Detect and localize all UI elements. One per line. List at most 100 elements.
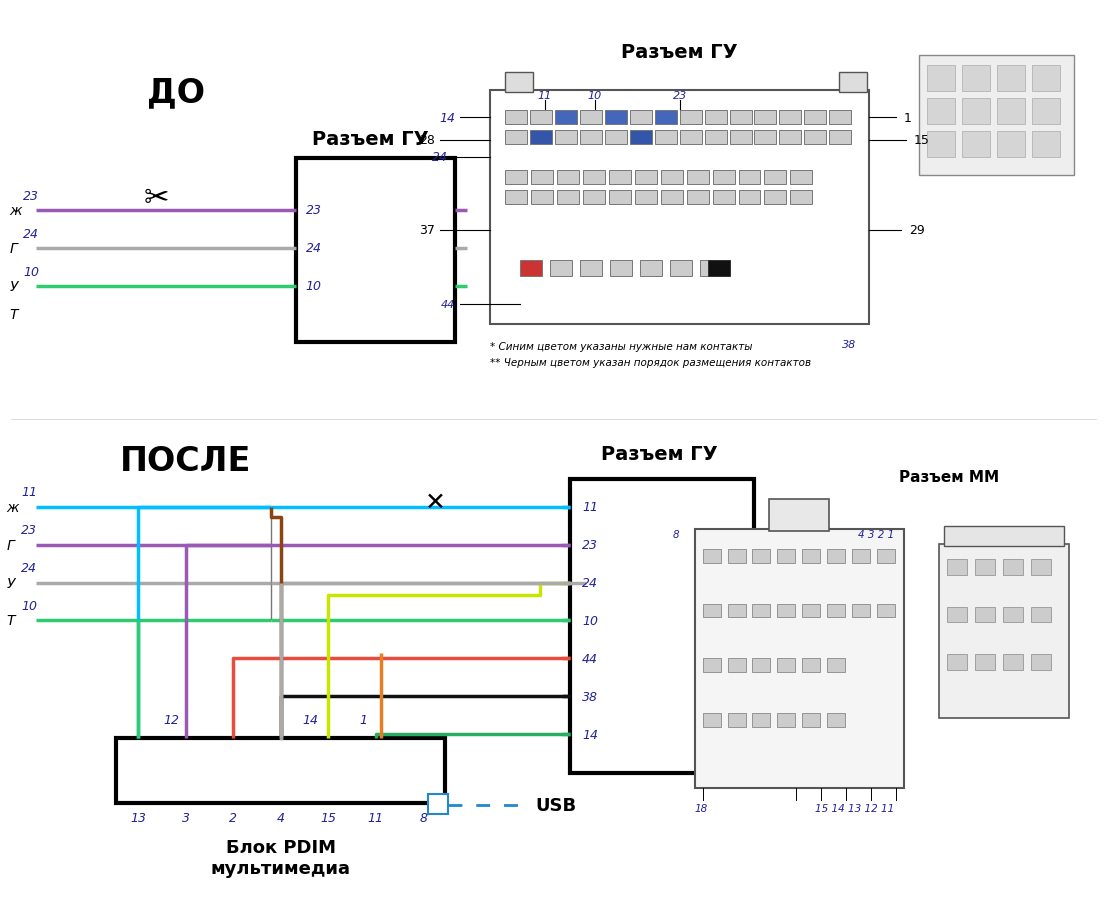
Text: USB: USB	[535, 796, 576, 814]
Bar	[604, 131, 627, 144]
Bar	[661, 191, 683, 205]
Bar	[531, 171, 554, 184]
Text: 24: 24	[582, 576, 598, 590]
Text: 2: 2	[229, 811, 237, 824]
Text: 4 3 2 1: 4 3 2 1	[858, 529, 894, 539]
Bar	[777, 549, 796, 563]
Bar	[727, 658, 745, 673]
Text: Т: Т	[7, 614, 14, 628]
Text: 13: 13	[130, 811, 146, 824]
Text: У: У	[9, 279, 18, 293]
Text: У: У	[7, 576, 14, 590]
Bar	[1032, 99, 1059, 125]
Text: 4: 4	[277, 811, 284, 824]
Bar	[962, 99, 990, 125]
Bar	[975, 559, 995, 575]
Bar	[703, 549, 721, 563]
Bar	[790, 171, 813, 184]
Bar	[790, 191, 813, 205]
Text: 24: 24	[432, 151, 448, 164]
Bar	[803, 713, 820, 727]
Bar	[755, 111, 776, 125]
Bar	[686, 191, 708, 205]
Bar	[557, 191, 579, 205]
Bar	[803, 604, 820, 618]
Bar	[583, 171, 604, 184]
Bar	[557, 171, 579, 184]
Bar	[428, 794, 448, 814]
Bar	[640, 260, 662, 276]
Text: 38: 38	[842, 340, 857, 350]
Bar	[505, 191, 527, 205]
Text: 15: 15	[320, 811, 337, 824]
Text: 10: 10	[582, 614, 598, 628]
Bar	[919, 56, 1074, 176]
Text: 15 14 13 12 11: 15 14 13 12 11	[815, 803, 894, 813]
Text: 11: 11	[368, 811, 384, 824]
Bar	[703, 713, 721, 727]
Bar	[520, 260, 542, 276]
Bar	[661, 171, 683, 184]
Bar	[997, 99, 1025, 125]
Text: 8: 8	[673, 529, 680, 539]
Bar	[827, 549, 846, 563]
Bar	[927, 132, 955, 158]
Text: 38: 38	[582, 690, 598, 703]
Bar	[555, 131, 577, 144]
Bar	[505, 171, 527, 184]
Bar	[530, 131, 552, 144]
Text: 18: 18	[695, 803, 707, 813]
Bar	[777, 713, 796, 727]
Bar	[805, 131, 826, 144]
Bar	[580, 260, 602, 276]
Text: Разъем ГУ: Разъем ГУ	[621, 43, 738, 62]
Text: Разъем ГУ: Разъем ГУ	[312, 130, 428, 149]
Text: Разъем ММ: Разъем ММ	[899, 470, 1000, 484]
Bar	[580, 131, 602, 144]
Text: ** Черным цветом указан порядок размещения контактов: ** Черным цветом указан порядок размещен…	[490, 358, 811, 368]
Bar	[680, 111, 702, 125]
Bar	[829, 131, 851, 144]
Bar	[755, 131, 776, 144]
Bar	[630, 111, 652, 125]
Text: 15: 15	[914, 135, 930, 147]
Bar	[686, 171, 708, 184]
Bar	[531, 191, 554, 205]
Bar	[1032, 132, 1059, 158]
Text: Разъем ГУ: Разъем ГУ	[601, 444, 718, 463]
Bar	[705, 131, 726, 144]
Bar	[700, 260, 722, 276]
Bar	[505, 73, 534, 93]
Bar	[946, 655, 966, 671]
Text: ж: ж	[7, 500, 19, 514]
Bar	[805, 111, 826, 125]
Bar	[707, 260, 730, 276]
Text: ж: ж	[9, 203, 22, 218]
Text: 11: 11	[21, 485, 38, 498]
Bar	[946, 607, 966, 623]
Bar	[1032, 66, 1059, 92]
Bar	[803, 658, 820, 673]
Text: Блок PDIM
мультимедиа: Блок PDIM мультимедиа	[210, 838, 351, 877]
Text: 14: 14	[302, 713, 319, 726]
Bar	[634, 171, 656, 184]
Bar	[946, 559, 966, 575]
Bar	[555, 111, 577, 125]
Bar	[609, 191, 631, 205]
Bar	[753, 604, 770, 618]
Bar	[713, 171, 735, 184]
Text: 23: 23	[21, 523, 38, 536]
Bar	[738, 191, 761, 205]
Bar	[730, 111, 752, 125]
Bar	[927, 66, 955, 92]
Text: ✂: ✂	[143, 184, 168, 213]
Bar	[570, 479, 755, 773]
Bar	[827, 713, 846, 727]
Text: Г: Г	[7, 538, 14, 552]
Text: 44: 44	[441, 300, 455, 310]
Text: 24: 24	[23, 228, 40, 240]
Bar	[997, 66, 1025, 92]
Bar	[927, 99, 955, 125]
Bar	[839, 73, 867, 93]
Bar	[550, 260, 572, 276]
